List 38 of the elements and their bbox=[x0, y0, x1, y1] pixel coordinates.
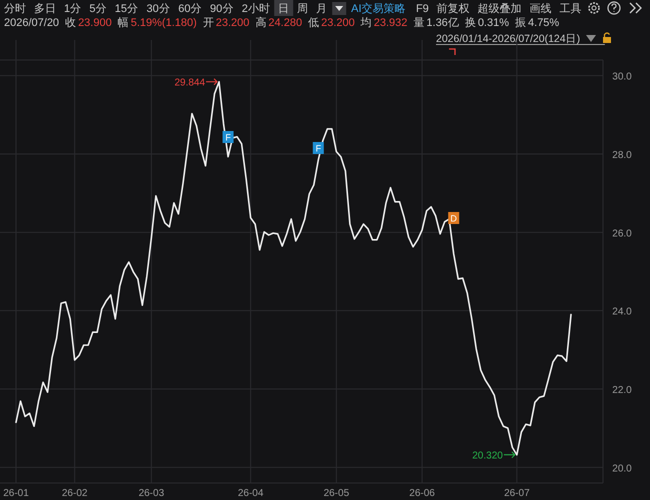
x-tick-label: 26-05 bbox=[324, 488, 350, 499]
text: 2小时 bbox=[242, 2, 270, 15]
text: 分时 bbox=[4, 2, 26, 15]
text: F9 bbox=[416, 3, 429, 15]
x-tick-label: 26-06 bbox=[409, 488, 436, 499]
y-tick-label: 20.0 bbox=[612, 463, 632, 474]
annotation: F bbox=[225, 132, 232, 142]
annotation: 20.320 bbox=[472, 450, 504, 462]
text: 2026/07/20 收 23.900 幅 5.19%(1.180) 开 23.200 高 24.280 低 23.200 均 23.932 量 1.36亿 换 0.31% 振 4.75% bbox=[4, 17, 560, 29]
text: 月 bbox=[316, 3, 328, 15]
text: 工具 bbox=[560, 3, 582, 15]
x-tick-label: 26-03 bbox=[138, 488, 165, 499]
y-tick-label: 26.0 bbox=[612, 228, 632, 240]
y-tick-label: 24.0 bbox=[612, 306, 632, 318]
text: 5分 bbox=[89, 3, 107, 15]
x-tick-label: 26-02 bbox=[62, 488, 88, 499]
x-tick-label: 26-07 bbox=[504, 488, 530, 499]
text: 30分 bbox=[146, 3, 170, 15]
text: 多日 bbox=[34, 3, 56, 15]
y-tick-label: 22.0 bbox=[612, 385, 632, 396]
chart-title: 2026/01/14-2026/07/20(124日) bbox=[436, 33, 580, 45]
text: 周 bbox=[297, 3, 308, 15]
text: 画线 bbox=[530, 2, 552, 15]
text: 超级叠加 bbox=[478, 2, 522, 15]
text: 日 bbox=[278, 3, 290, 15]
annotation: 29.844 bbox=[174, 77, 206, 88]
text: 1分 bbox=[64, 3, 82, 15]
text: AI交易策略 bbox=[351, 2, 406, 15]
text: 60分 bbox=[178, 3, 202, 15]
text: 前复权 bbox=[436, 3, 470, 15]
x-tick-label: 26-01 bbox=[3, 488, 30, 499]
annotation: F bbox=[316, 144, 322, 154]
y-tick-label: 30.0 bbox=[612, 72, 632, 83]
y-tick-label: 28.0 bbox=[612, 150, 632, 161]
x-tick-label: 26-04 bbox=[238, 488, 264, 499]
text: 90分 bbox=[210, 3, 234, 15]
text: 15分 bbox=[114, 3, 138, 15]
annotation: D bbox=[450, 214, 458, 224]
